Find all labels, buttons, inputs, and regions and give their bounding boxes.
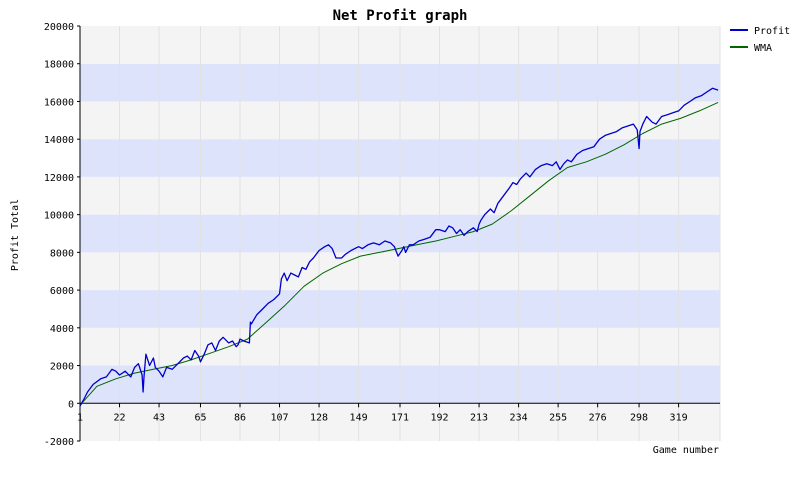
y-tick-label: 2000 [50, 362, 74, 373]
chart-title: Net Profit graph [333, 8, 468, 24]
x-tick-label: 43 [153, 412, 165, 423]
x-tick-label: 171 [391, 412, 409, 423]
legend: Profit WMA [730, 26, 790, 54]
profit-series-line [79, 87, 719, 407]
x-tick-label: 149 [350, 412, 368, 423]
x-tick-label: 213 [470, 412, 488, 423]
y-tick-label: 8000 [50, 248, 74, 259]
x-tick-label: 65 [194, 412, 206, 423]
legend-label-wma: WMA [754, 43, 772, 54]
y-tick-label: 16000 [44, 97, 74, 108]
x-tick-label: 276 [589, 412, 607, 423]
x-axis-title: Game number [653, 445, 719, 456]
legend-label-profit: Profit [754, 26, 790, 37]
x-tick-label: 86 [234, 412, 246, 423]
x-tick-label: 298 [630, 412, 648, 423]
x-tick-label: 255 [549, 412, 567, 423]
wma-series-line [79, 101, 719, 406]
y-tick-label: 10000 [44, 211, 74, 222]
x-tick-label: 1 [77, 412, 83, 423]
x-tick-label: 192 [430, 412, 448, 423]
x-tick-label: 107 [270, 412, 288, 423]
y-axis-ticks: -2000 0 2000 4000 6000 8000 10000 12000 14000 160… [44, 22, 80, 448]
x-axis-ticks: 1 22 43 65 86 107 128 149 171 192 213 234 255 276 298 3… [77, 403, 688, 423]
y-axis-title: Profit Total [10, 199, 21, 271]
y-tick-label: -2000 [44, 437, 74, 448]
y-tick-label: 6000 [50, 286, 74, 297]
x-tick-label: 128 [310, 412, 328, 423]
y-tick-label: 18000 [44, 60, 74, 71]
series-lines [79, 87, 719, 407]
y-tick-label: 20000 [44, 22, 74, 33]
y-tick-label: 12000 [44, 173, 74, 184]
y-tick-label: 0 [68, 399, 74, 410]
y-tick-label: 14000 [44, 135, 74, 146]
x-tick-label: 22 [114, 412, 126, 423]
y-tick-label: 4000 [50, 324, 74, 335]
x-tick-label: 319 [670, 412, 688, 423]
vertical-gridlines [119, 26, 721, 441]
x-tick-label: 234 [510, 412, 528, 423]
